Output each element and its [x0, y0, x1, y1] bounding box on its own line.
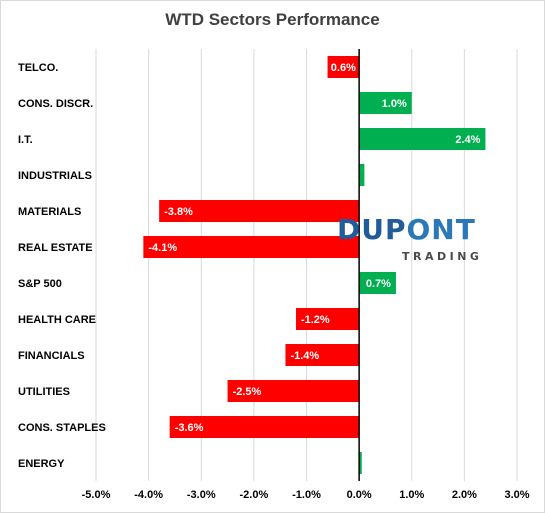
gridlines [95, 49, 518, 481]
data-label: 2.4% [455, 134, 480, 146]
bar [143, 236, 360, 258]
x-tick-label: -4.0% [134, 489, 163, 501]
category-label: CONS. DISCR. [18, 98, 93, 110]
bar [285, 344, 360, 366]
category-label: I.T. [18, 134, 33, 146]
bar [159, 200, 360, 222]
category-label: REAL ESTATE [18, 242, 93, 254]
data-label: -3.8% [164, 206, 193, 218]
bars [143, 56, 486, 474]
category-label: S&P 500 [18, 278, 62, 290]
category-label: ENERGY [18, 458, 65, 470]
x-tick-label: 3.0% [504, 489, 529, 501]
data-label: 0.7% [366, 278, 391, 290]
category-label: UTILITIES [18, 386, 70, 398]
bar [359, 452, 362, 474]
bar [359, 272, 396, 294]
x-tick-label: -5.0% [82, 489, 111, 501]
data-label: -1.4% [290, 350, 319, 362]
x-tick-label: 2.0% [452, 489, 477, 501]
chart-title: WTD Sectors Performance [165, 10, 380, 29]
x-tick-label: 1.0% [399, 489, 424, 501]
x-tick-label: 0.0% [347, 489, 372, 501]
bar [295, 308, 360, 330]
data-label: 1.0% [382, 98, 407, 110]
dupont-logo-subtitle: TRADING [402, 250, 483, 263]
data-label: -1.2% [301, 314, 330, 326]
category-label: HEALTH CARE [18, 314, 96, 326]
data-label: 0.6% [331, 62, 356, 74]
data-label: -4.1% [148, 242, 177, 254]
data-labels: 0.6% 1.0% 2.4% -3.8% -4.1% 0.7% -1.2% -1.4% -2.5… [148, 62, 480, 434]
category-label: MATERIALS [18, 206, 81, 218]
category-label: CONS. STAPLES [18, 422, 106, 434]
category-label: INDUSTRIALS [18, 170, 92, 182]
dupont-logo-word: DUPONT [337, 213, 476, 246]
x-tick-label: -2.0% [240, 489, 269, 501]
data-label: -2.5% [233, 386, 262, 398]
x-axis-tick-labels: -5.0% -4.0% -3.0% -2.0% -1.0% 0.0% 1.0% 2.0% 3.0… [82, 489, 530, 501]
category-label: TELCO. [18, 62, 58, 74]
bar [227, 380, 360, 402]
category-labels: TELCO. CONS. DISCR. I.T. INDUSTRIALS MATERIA… [18, 62, 106, 470]
x-tick-label: -3.0% [187, 489, 216, 501]
bar [359, 164, 365, 186]
bar [327, 56, 360, 78]
bar [169, 416, 360, 438]
bar [359, 92, 412, 114]
category-label: FINANCIALS [18, 350, 85, 362]
data-label: -3.6% [175, 422, 204, 434]
x-tick-label: -1.0% [292, 489, 321, 501]
bar [359, 128, 486, 150]
